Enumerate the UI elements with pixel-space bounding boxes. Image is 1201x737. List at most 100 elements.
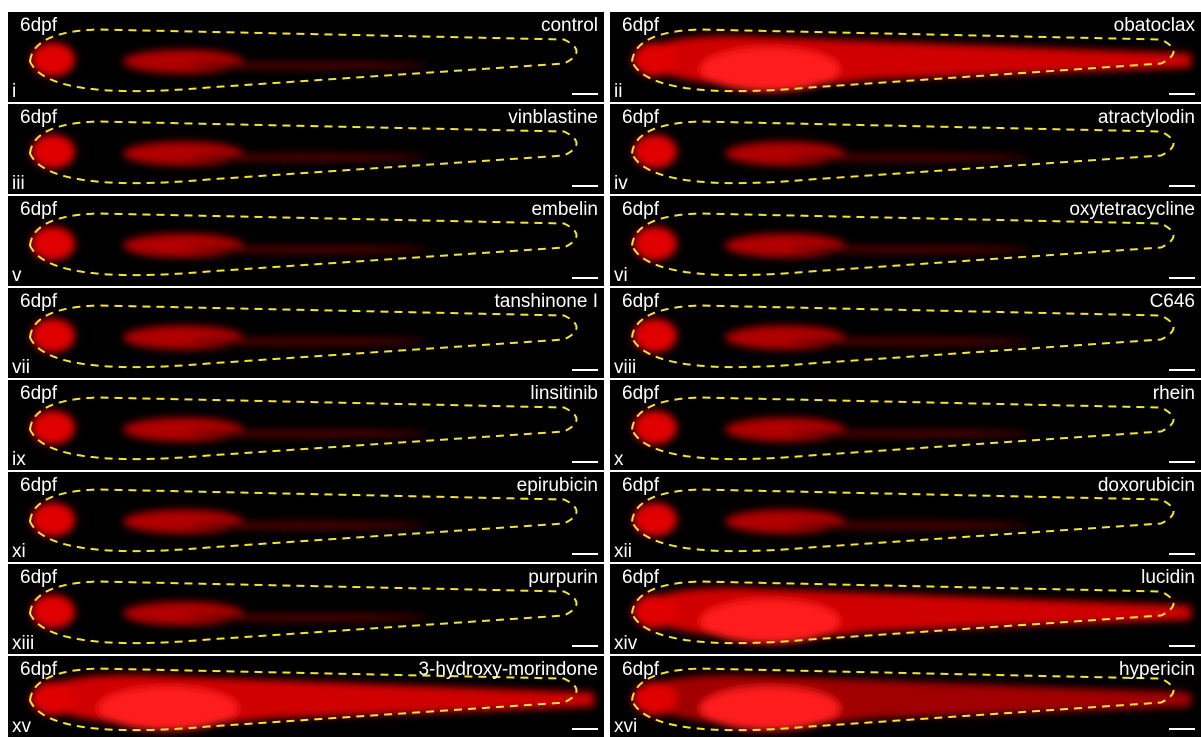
treatment-label: linsitinib	[530, 383, 598, 404]
fish-eye	[633, 318, 677, 353]
stage-label: 6dpf	[20, 107, 58, 128]
fish-tail	[188, 245, 428, 254]
panel-image	[610, 380, 1201, 470]
fish-yolk	[700, 599, 840, 644]
fish-tail	[188, 613, 428, 622]
panel: 6dpf control i	[8, 12, 604, 102]
treatment-label: atractylodin	[1098, 107, 1195, 128]
fish-gut	[123, 49, 243, 74]
treatment-label: tanshinone I	[494, 291, 598, 312]
fish-tail	[188, 153, 428, 162]
treatment-label: rhein	[1153, 383, 1195, 404]
panel-numeral: vi	[614, 265, 628, 286]
fish	[630, 587, 1191, 644]
stage-label: 6dpf	[20, 291, 58, 312]
panel-numeral: vii	[12, 357, 30, 378]
treatment-label: epirubicin	[517, 475, 598, 496]
panel-numeral: xii	[614, 541, 632, 562]
fish-gut	[123, 141, 243, 166]
stage-label: 6dpf	[20, 567, 58, 588]
stage-label: 6dpf	[20, 15, 58, 36]
panel-numeral: ii	[614, 81, 622, 102]
fish-gut	[725, 141, 845, 166]
fish-yolk	[700, 686, 840, 731]
panel-image	[8, 472, 604, 562]
stage-label: 6dpf	[20, 659, 58, 680]
panel-image	[610, 104, 1201, 194]
fish-eye	[31, 42, 75, 77]
treatment-label: hypericin	[1119, 659, 1195, 680]
fish-eye	[633, 410, 677, 445]
fish-gut	[725, 417, 845, 442]
treatment-label: purpurin	[528, 567, 598, 588]
stage-label: 6dpf	[622, 383, 660, 404]
panel-numeral: iii	[12, 173, 25, 194]
panel-numeral: ix	[12, 449, 26, 470]
fish	[630, 35, 1191, 92]
panel-numeral: xiv	[614, 633, 638, 654]
treatment-label: C646	[1150, 291, 1195, 312]
fish-tail	[188, 429, 428, 438]
panel-numeral: xiii	[12, 633, 34, 654]
panel-numeral: xvi	[614, 716, 637, 737]
treatment-label: lucidin	[1141, 567, 1195, 588]
stage-label: 6dpf	[622, 475, 660, 496]
panel-numeral: x	[614, 449, 624, 470]
fish	[31, 42, 428, 77]
fish-gut	[123, 601, 243, 626]
fish	[31, 502, 428, 537]
fish-tail	[188, 61, 428, 70]
fish-gut	[725, 325, 845, 350]
panel-image	[8, 196, 604, 286]
treatment-label: 3-hydroxy-morindone	[418, 659, 598, 680]
treatment-label: vinblastine	[508, 107, 598, 128]
panel: 6dpf epirubicin xi	[8, 472, 604, 562]
panel: 6dpf hypericin xvi	[610, 656, 1201, 737]
stage-label: 6dpf	[20, 475, 58, 496]
fish-eye	[31, 594, 75, 629]
fish	[31, 594, 428, 629]
fish-gut	[725, 233, 845, 258]
panel: 6dpf C646 viii	[610, 288, 1201, 378]
panel-image	[8, 380, 604, 470]
fish-yolk	[700, 47, 840, 92]
panel: 6dpf atractylodin iv	[610, 104, 1201, 194]
panel-numeral: xi	[12, 541, 26, 562]
fish-gut	[725, 509, 845, 534]
stage-label: 6dpf	[622, 567, 660, 588]
panel-image	[8, 104, 604, 194]
fish-eye	[31, 410, 75, 445]
panel: 6dpf oxytetracycline vi	[610, 196, 1201, 286]
stage-label: 6dpf	[622, 107, 660, 128]
fish-tail	[790, 521, 1030, 530]
fish-eye	[31, 681, 75, 716]
panel: 6dpf obatoclax ii	[610, 12, 1201, 102]
treatment-label: embelin	[531, 199, 598, 220]
fish-gut	[123, 233, 243, 258]
panel-image	[8, 12, 604, 102]
panel: 6dpf lucidin xiv	[610, 564, 1201, 654]
panel-numeral: viii	[614, 357, 636, 378]
fish-tail	[790, 429, 1030, 438]
fish-eye	[633, 134, 677, 169]
fish	[31, 134, 428, 169]
fish-tail	[790, 245, 1030, 254]
fish-gut	[123, 417, 243, 442]
panel: 6dpf tanshinone I vii	[8, 288, 604, 378]
fish	[28, 674, 594, 731]
stage-label: 6dpf	[622, 199, 660, 220]
fish	[633, 410, 1030, 445]
fish-tail	[188, 337, 428, 346]
fish-outline	[28, 120, 578, 185]
fish-outline	[28, 580, 578, 645]
treatment-label: oxytetracycline	[1069, 199, 1195, 220]
panel-image	[8, 288, 604, 378]
fish-outline	[28, 488, 578, 553]
fish-outline	[28, 28, 578, 93]
fish-outline	[28, 396, 578, 461]
panel: 6dpf doxorubicin xii	[610, 472, 1201, 562]
fish	[633, 226, 1030, 261]
fish-gut	[123, 325, 243, 350]
fish-eye	[31, 502, 75, 537]
